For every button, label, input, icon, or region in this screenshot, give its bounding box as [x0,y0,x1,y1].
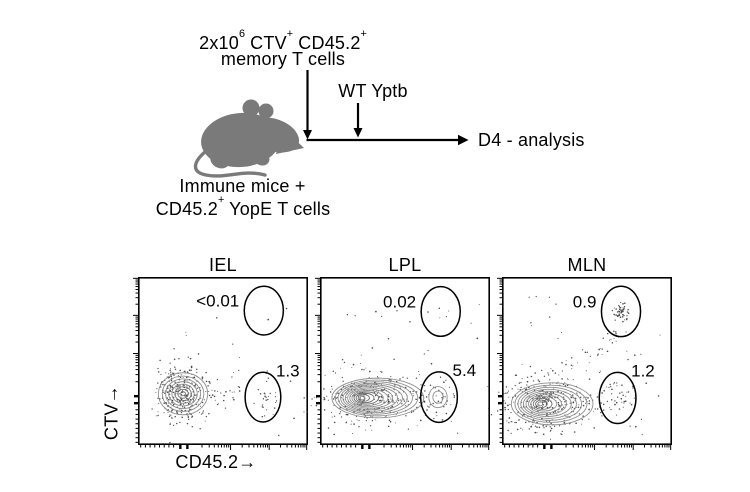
plot-frame [320,277,490,445]
plot-title-mln: MLN [567,255,607,275]
gate-percentage: 1.3 [276,361,300,380]
gate-percentage: 1.2 [631,361,655,380]
host-label-line2: CD45.2+ YopE T cells [155,194,331,219]
infection-label: WT Yptb [338,81,408,101]
gate-top-ctv-high: 0.9 [573,285,642,338]
plot-frame [502,277,672,445]
flow-plot-lpl: LPL 0.02 5.4 [289,255,490,450]
contour-rings [510,382,594,426]
x-axis-label: CD45.2→ [175,452,257,472]
axis-ticks [497,277,672,450]
gate-top-ctv-high: 0.02 [383,285,461,338]
gate-ellipse [244,371,282,423]
mouse-tail [193,149,267,178]
plot-title-iel: IEL [209,255,237,275]
infection-arrowhead [353,128,363,138]
gate-bottom-cd452-pos: 1.2 [598,361,655,425]
gate-top-ctv-high: <0.01 [196,285,285,336]
gate-percentage: 0.02 [383,292,416,311]
flow-plot-iel: IEL <0.01 1.3 [133,255,308,450]
flow-plot-mln: MLN 0.9 1.2 [452,255,672,450]
gate-percentage: 0.9 [573,292,597,311]
flow-plot-canvas-lpl: 0.02 5.4 [289,277,490,450]
gate-ellipse [600,285,642,338]
transfer-label-line2: memory T cells [220,49,346,69]
flow-plot-canvas-mln: 0.9 1.2 [452,277,672,450]
gate-bottom-cd452-pos: 5.4 [419,361,477,424]
gate-ellipse [243,285,285,336]
gate-percentage: 5.4 [453,361,477,380]
plot-frame [138,277,308,445]
gate-ellipse [419,371,459,424]
flow-plot-canvas-iel: <0.01 1.3 [133,277,308,450]
plot-title-lpl: LPL [388,255,422,275]
timeline-arrowhead [458,134,469,146]
timeline-arrows [303,70,469,146]
y-axis-label: CTV→ [101,384,122,441]
gate-bottom-cd452-pos: 1.3 [244,361,300,423]
contour-rings [157,372,209,416]
gate-ellipse [598,371,637,425]
transfer-label-line1: 2x106 CTV+ CD45.2+ [199,28,367,53]
mouse-icon [193,99,304,178]
gate-percentage: <0.01 [196,292,239,311]
schematic-canvas [193,70,469,178]
contour-rings [331,377,425,419]
host-label-line1: Immune mice + [179,176,306,196]
scatter-dots [151,307,295,444]
axis-ticks [133,277,308,450]
transfer-arrowhead [303,130,312,140]
endpoint-label: D4 - analysis [478,130,585,150]
gate-ellipse [420,285,461,338]
